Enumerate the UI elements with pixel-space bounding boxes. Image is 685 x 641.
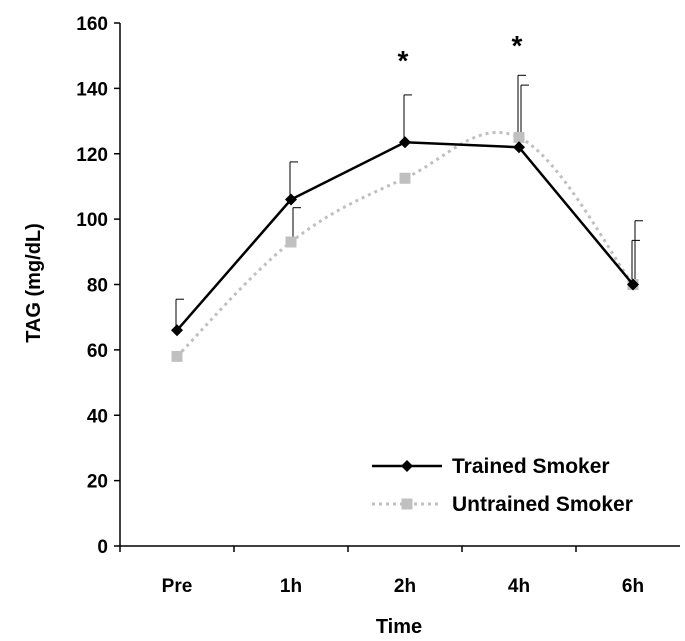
data-point-untrained-smoker — [513, 131, 525, 143]
y-tick-label: 80 — [87, 276, 108, 297]
legend-label: Trained Smoker — [452, 455, 610, 478]
data-point-trained-smoker — [399, 136, 411, 149]
y-tick-label: 40 — [87, 406, 108, 427]
data-point-trained-smoker — [171, 324, 183, 337]
significance-annotation: * — [398, 45, 409, 76]
x-tick-label: 1h — [280, 576, 302, 597]
significance-annotation: * — [512, 30, 523, 61]
error-bars — [175, 74, 643, 331]
y-axis-label: TAG (mg/dL) — [23, 223, 45, 343]
annotations: * * — [398, 30, 523, 76]
series-line-trained-smoker — [176, 141, 634, 332]
data-point-trained-smoker — [285, 193, 297, 206]
series-group — [171, 130, 639, 362]
x-tick-label: Pre — [162, 576, 193, 597]
y-tick-label: 100 — [76, 210, 108, 231]
series-line-untrained-smoker — [175, 130, 635, 358]
x-tick-label: 6h — [622, 576, 644, 597]
legend-marker-untrained-smoker — [401, 498, 413, 510]
y-tick-label: 120 — [76, 145, 108, 166]
x-tick-label: 2h — [394, 576, 416, 597]
data-point-untrained-smoker — [399, 172, 411, 184]
y-tick-label: 140 — [76, 79, 108, 100]
y-tick-label: 0 — [97, 537, 108, 558]
data-point-trained-smoker — [627, 278, 639, 291]
y-tick-label: 20 — [87, 472, 108, 493]
y-tick-label: 60 — [87, 341, 108, 362]
data-point-trained-smoker — [513, 141, 525, 154]
data-point-untrained-smoker — [171, 350, 183, 362]
x-axis-label: Time — [376, 616, 422, 638]
legend-label: Untrained Smoker — [452, 493, 633, 516]
y-tick-label: 160 — [76, 14, 108, 35]
legend: Trained Smoker Untrained Smoker — [372, 455, 633, 516]
axes: 0 20 40 60 80 100 120 140 160 Pre 1h 2h 4h 6h — [76, 14, 680, 597]
legend-marker-trained-smoker — [401, 460, 413, 472]
x-tick-label: 4h — [508, 576, 530, 597]
data-point-untrained-smoker — [285, 236, 297, 248]
